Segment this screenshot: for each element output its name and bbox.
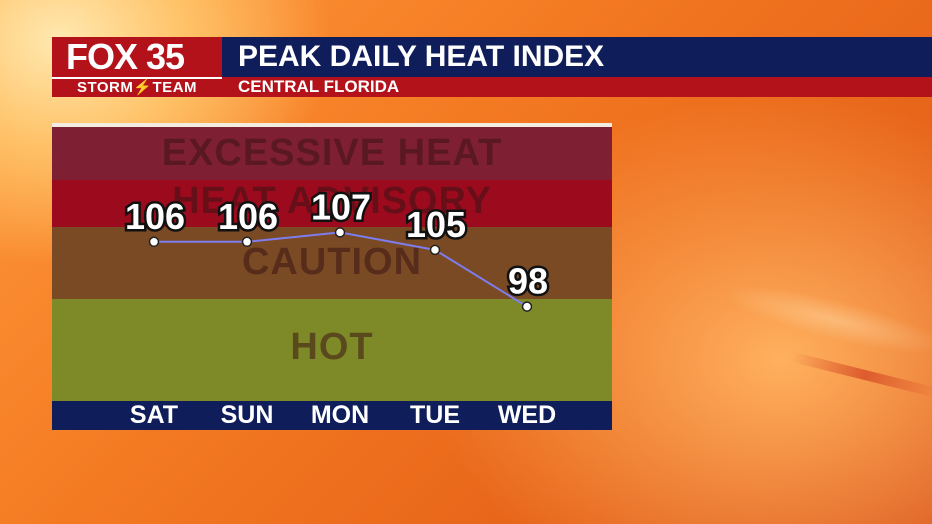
band-label-heat-advisory: HEAT ADVISORY	[172, 180, 492, 222]
data-point	[148, 236, 160, 248]
x-tick-label: SAT	[129, 401, 179, 429]
band-heat-advisory	[52, 180, 612, 227]
x-tick-label: SUN	[220, 401, 274, 429]
band-label-hot: HOT	[290, 326, 374, 368]
fox35-storm-team-logo: FOX 35 STORM⚡TEAM	[52, 37, 222, 97]
data-label: 106	[218, 196, 278, 237]
data-label: 105	[406, 204, 466, 245]
band-hot	[52, 299, 612, 401]
data-point	[521, 301, 533, 312]
chart-subtitle: CENTRAL FLORIDA	[238, 77, 400, 96]
line-plot: 106 106 107 105 98	[122, 184, 551, 312]
data-label: 98	[508, 261, 548, 302]
data-point	[241, 236, 253, 248]
chart-title: PEAK DAILY HEAT INDEX	[238, 40, 605, 73]
chart-top-line	[52, 123, 612, 127]
data-point	[429, 244, 441, 256]
data-label: 106	[125, 196, 185, 237]
data-point	[334, 227, 346, 238]
band-caution	[52, 227, 612, 299]
title-bar: PEAK DAILY HEAT INDEX	[222, 37, 932, 77]
logo-fox35-text: FOX 35	[52, 37, 222, 77]
band-excessive-heat	[52, 127, 612, 180]
subtitle-bar: CENTRAL FLORIDA	[222, 77, 932, 97]
x-axis-bar: SAT SUN MON TUE WED	[52, 401, 612, 430]
x-tick-label: MON	[310, 401, 370, 429]
logo-storm-team-text: STORM⚡TEAM	[52, 77, 222, 97]
series-line	[154, 231, 528, 308]
sun-glare	[718, 272, 932, 368]
band-label-caution: CAUTION	[241, 241, 423, 283]
heat-index-chart: EXCESSIVE HEAT HEAT ADVISORY CAUTION HOT…	[52, 123, 612, 430]
x-tick-label: WED	[497, 401, 557, 429]
x-tick-label: TUE	[410, 401, 460, 429]
data-label: 107	[311, 186, 371, 227]
band-label-excessive-heat: EXCESSIVE HEAT	[161, 132, 503, 174]
